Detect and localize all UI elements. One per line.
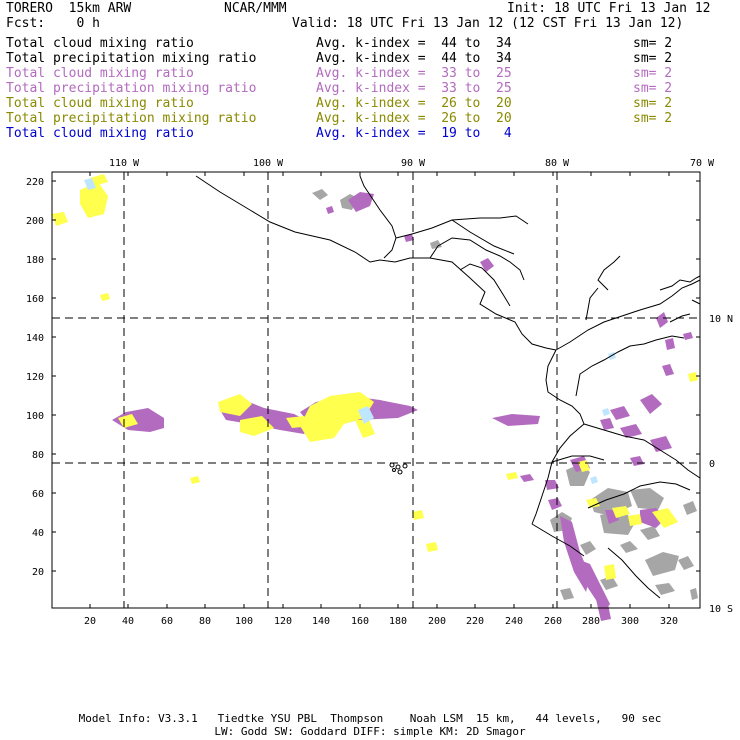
- lat-label: 10 N: [709, 314, 733, 325]
- x-tick-label: 20: [84, 616, 96, 627]
- legend-field: Total precipitation mixing ratio: [6, 111, 257, 126]
- legend-kindex: Avg. k-index = 33 to 25: [316, 66, 512, 81]
- latitude-labels: 10 N 0 10 S: [709, 314, 733, 615]
- y-tick-label: 80: [32, 450, 44, 461]
- lon-label: 90 W: [401, 158, 426, 169]
- graticule: [52, 172, 700, 608]
- x-tick-label: 40: [122, 616, 134, 627]
- lon-label: 70 W: [690, 158, 715, 169]
- legend-kindex: Avg. k-index = 26 to 20: [316, 111, 512, 126]
- lon-label: 110 W: [109, 158, 140, 169]
- legend-smooth: sm= 2: [633, 81, 673, 96]
- lat-label: 0: [709, 459, 715, 470]
- coastlines: [195, 175, 701, 599]
- lon-label: 80 W: [545, 158, 570, 169]
- init-time: Init: 18 UTC Fri 13 Jan 12: [507, 1, 711, 16]
- x-tick-label: 60: [161, 616, 173, 627]
- y-tick-label: 140: [26, 333, 44, 344]
- legend-smooth: sm= 2: [633, 111, 673, 126]
- x-tick-label: 100: [235, 616, 253, 627]
- y-tick-label: 220: [26, 177, 44, 188]
- legend-row: Total precipitation mixing ratio Avg. k-…: [6, 111, 736, 126]
- map-frame: [51, 171, 701, 609]
- legend-kindex: Avg. k-index = 19 to 4: [316, 126, 512, 141]
- legend-row: Total precipitation mixing ratio Avg. k-…: [6, 51, 736, 66]
- legend-kindex: Avg. k-index = 33 to 25: [316, 81, 512, 96]
- x-axis-ticks: 20 40 60 80 100 120 140 160 180 200 220 240 260 280 30…: [84, 172, 678, 627]
- legend-row: Total cloud mixing ratio Avg. k-index = …: [6, 36, 736, 51]
- legend-row: Total precipitation mixing ratio Avg. k-…: [6, 81, 736, 96]
- x-tick-label: 80: [199, 616, 211, 627]
- x-tick-label: 220: [466, 616, 484, 627]
- x-tick-label: 260: [544, 616, 562, 627]
- legend-kindex: Avg. k-index = 44 to 34: [316, 36, 512, 51]
- legend-field: Total precipitation mixing ratio: [6, 81, 257, 96]
- legend-field: Total cloud mixing ratio: [6, 36, 194, 51]
- y-tick-label: 40: [32, 528, 44, 539]
- y-tick-label: 200: [26, 216, 44, 227]
- lon-label: 100 W: [253, 158, 284, 169]
- legend-smooth: sm= 2: [633, 66, 673, 81]
- x-tick-label: 240: [505, 616, 523, 627]
- organization: NCAR/MMM: [224, 1, 287, 16]
- legend-field: Total cloud mixing ratio: [6, 66, 194, 81]
- x-tick-label: 120: [274, 616, 292, 627]
- legend-row: Total cloud mixing ratio Avg. k-index = …: [6, 66, 736, 81]
- forecast-hour: Fcst: 0 h: [6, 16, 100, 31]
- footer-physics-info: LW: Godd SW: Goddard DIFF: simple KM: 2D…: [214, 725, 526, 738]
- lightblue-cloud-areas: [84, 178, 616, 484]
- x-tick-label: 320: [660, 616, 678, 627]
- y-tick-label: 60: [32, 489, 44, 500]
- y-axis-ticks: 220 200 180 160 140 120 100 80 60 40 20: [26, 177, 700, 578]
- legend-field: Total cloud mixing ratio: [6, 126, 194, 141]
- y-tick-label: 180: [26, 255, 44, 266]
- legend-smooth: sm= 2: [633, 36, 673, 51]
- footer-model-info: Model Info: V3.3.1 Tiedtke YSU PBL Thomp…: [78, 712, 662, 725]
- purple-cloud-areas: [112, 192, 693, 621]
- x-tick-label: 140: [312, 616, 330, 627]
- y-tick-label: 120: [26, 372, 44, 383]
- valid-time: Valid: 18 UTC Fri 13 Jan 12 (12 CST Fri …: [292, 16, 684, 31]
- yellow-cloud-areas: [52, 174, 698, 580]
- x-tick-label: 160: [351, 616, 369, 627]
- x-tick-label: 300: [621, 616, 639, 627]
- legend-kindex: Avg. k-index = 26 to 20: [316, 96, 512, 111]
- y-tick-label: 160: [26, 294, 44, 305]
- legend-field: Total cloud mixing ratio: [6, 96, 194, 111]
- y-tick-label: 100: [26, 411, 44, 422]
- legend-row: Total cloud mixing ratio Avg. k-index = …: [6, 126, 736, 141]
- legend-smooth: sm= 2: [633, 51, 673, 66]
- model-name: TORERO 15km ARW: [6, 1, 132, 16]
- x-tick-label: 280: [582, 616, 600, 627]
- x-tick-label: 180: [389, 616, 407, 627]
- longitude-labels: 110 W 100 W 90 W 80 W 70 W: [109, 158, 715, 169]
- x-tick-label: 200: [428, 616, 446, 627]
- legend-kindex: Avg. k-index = 44 to 34: [316, 51, 512, 66]
- legend-field: Total precipitation mixing ratio: [6, 51, 257, 66]
- legend-smooth: sm= 2: [633, 96, 673, 111]
- y-tick-label: 20: [32, 567, 44, 578]
- lat-label: 10 S: [709, 604, 733, 615]
- legend-row: Total cloud mixing ratio Avg. k-index = …: [6, 96, 736, 111]
